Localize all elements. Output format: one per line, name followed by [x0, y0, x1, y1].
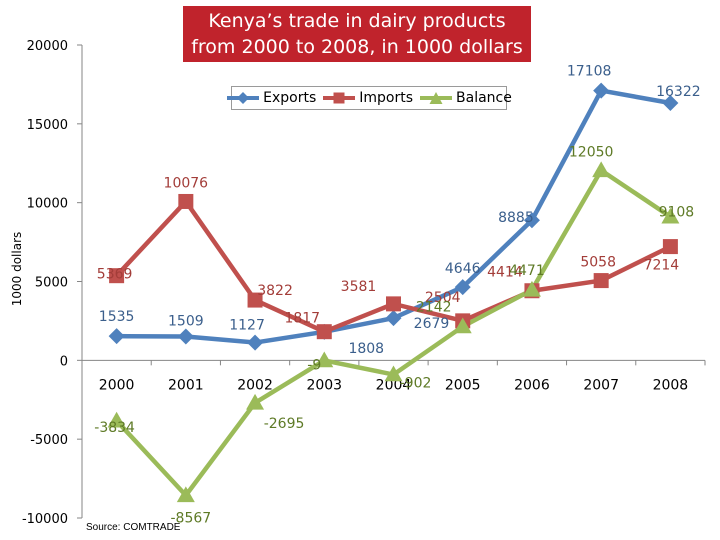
data-point-exports-2002	[247, 334, 264, 351]
data-point-balance-2003	[315, 351, 334, 368]
data-label-balance: 2142	[416, 300, 452, 316]
data-label-exports: 1535	[99, 309, 135, 325]
data-label-exports: 1509	[168, 314, 204, 330]
data-label-exports: 2679	[414, 316, 450, 332]
legend-item-imports: Imports	[322, 90, 413, 106]
data-label-exports: 4646	[445, 261, 481, 277]
y-tick-label: -10000	[22, 512, 68, 527]
data-label-exports: 1808	[348, 341, 384, 357]
data-label-imports: 10076	[164, 175, 209, 191]
data-point-balance-2004	[384, 365, 403, 382]
legend-item-exports: Exports	[226, 90, 316, 106]
data-point-exports-2001	[177, 328, 194, 345]
data-point-balance-2005	[453, 317, 472, 334]
data-point-balance-2001	[176, 486, 195, 503]
data-label-imports: 5369	[97, 267, 133, 283]
data-point-exports-2005	[454, 279, 471, 296]
legend-marker-imports	[323, 92, 356, 104]
data-label-imports: 1817	[284, 311, 320, 327]
data-point-imports-2007	[593, 273, 609, 289]
x-tick-label: 2001	[168, 377, 204, 393]
legend-marker-balance	[420, 92, 453, 104]
chart-title-line-2: from 2000 to 2008, in 1000 dollars	[191, 36, 523, 58]
x-tick-label: 2006	[514, 377, 550, 393]
legend: Exports Imports Balance	[227, 86, 512, 110]
y-tick-label: -5000	[30, 433, 68, 448]
legend-item-balance: Balance	[419, 90, 512, 106]
data-label-balance: -3834	[94, 420, 135, 436]
data-label-imports: 5058	[580, 255, 616, 271]
data-label-exports: 1127	[229, 318, 265, 334]
data-point-imports-2008	[662, 239, 678, 255]
legend-label-balance: Balance	[456, 90, 512, 106]
x-tick-label: 2007	[583, 377, 619, 393]
y-axis-label: 1000 dollars	[10, 231, 24, 307]
data-point-imports-2001	[178, 193, 194, 209]
data-point-balance-2008	[661, 207, 680, 224]
series-markers	[107, 82, 680, 503]
data-label-balance: -9	[307, 357, 321, 373]
data-point-imports-2004	[386, 296, 401, 312]
data-label-exports: 8885	[498, 210, 534, 226]
data-point-exports-2007	[593, 82, 610, 99]
data-point-balance-2002	[246, 393, 265, 410]
y-tick-label: 20000	[27, 39, 68, 54]
x-tick-label: 2008	[653, 377, 689, 393]
data-label-balance: 4471	[509, 263, 545, 279]
data-label-balance: -2695	[264, 416, 305, 432]
legend-label-exports: Exports	[263, 90, 317, 106]
data-label-imports: 4414	[487, 265, 523, 281]
x-tick-label: 2005	[445, 377, 481, 393]
data-point-imports-2003	[316, 324, 332, 340]
chart-title-line-1: Kenya’s trade in dairy products	[208, 10, 506, 32]
x-tick-label: 2000	[99, 377, 135, 393]
data-point-imports-2002	[247, 292, 263, 308]
x-tick-label: 2004	[376, 377, 412, 393]
data-label-imports: 3822	[257, 283, 293, 299]
data-point-balance-2007	[592, 161, 611, 178]
legend-marker-exports	[227, 92, 260, 104]
data-labels: 1535 1509 1127 1808 2679 4646 8885 17108 16322 53…	[94, 64, 700, 527]
data-point-exports-2000	[108, 328, 125, 345]
y-tick-label: 5000	[35, 276, 68, 291]
data-label-balance: 12050	[569, 144, 614, 160]
data-label-imports: 2504	[425, 290, 461, 306]
data-point-imports-2000	[109, 268, 125, 284]
data-label-exports: 17108	[567, 64, 612, 80]
data-label-exports: 16322	[656, 84, 701, 100]
x-tick-label: 2002	[237, 377, 273, 393]
legend-label-imports: Imports	[359, 90, 414, 106]
y-tick-label: 0	[60, 354, 68, 369]
x-tick-label: 2003	[306, 377, 342, 393]
data-point-balance-2006	[522, 280, 541, 297]
data-label-balance: 9108	[659, 205, 695, 221]
data-label-balance: -902	[400, 376, 432, 392]
data-label-imports: 3581	[341, 279, 377, 295]
data-point-exports-2004	[385, 310, 402, 327]
source-note: Source: COMTRADE	[86, 522, 181, 533]
axes: 20000 15000 10000 5000 0 -5000 -10000 2000 2001 2…	[22, 39, 706, 527]
y-tick-label: 10000	[27, 197, 68, 212]
data-point-balance-2000	[107, 411, 126, 428]
y-tick-label: 15000	[27, 118, 68, 133]
data-label-balance: -8567	[170, 510, 211, 526]
data-label-imports: 7214	[644, 258, 680, 274]
chart-title: Kenya’s trade in dairy products from 200…	[183, 6, 531, 62]
data-point-exports-2008	[662, 94, 679, 111]
data-point-exports-2006	[523, 212, 540, 229]
